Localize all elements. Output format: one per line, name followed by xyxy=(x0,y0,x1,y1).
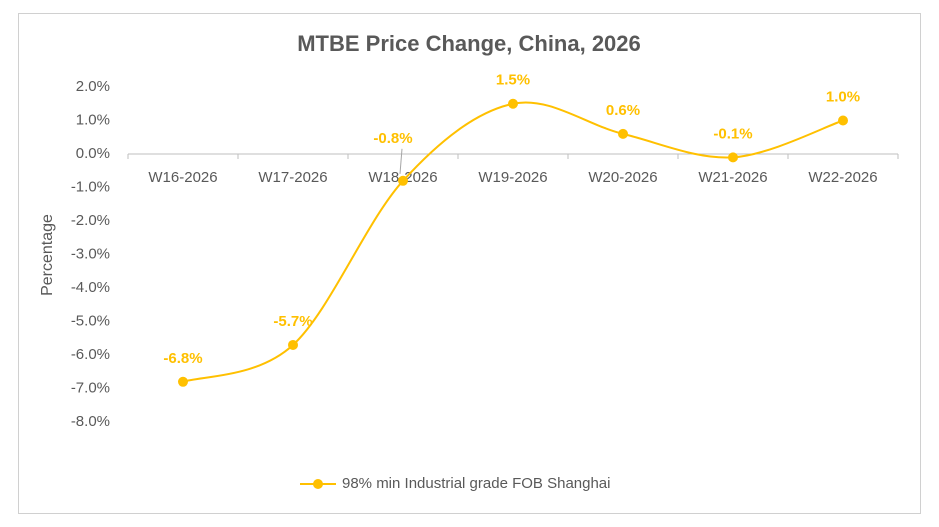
x-tick-label: W22-2026 xyxy=(808,169,877,186)
leader-line xyxy=(399,148,403,174)
data-label: 1.5% xyxy=(496,72,530,89)
chart-title: MTBE Price Change, China, 2026 xyxy=(297,31,641,56)
y-tick-label: -7.0% xyxy=(71,379,110,396)
data-point xyxy=(288,339,298,350)
legend-label: 98% min Industrial grade FOB Shanghai xyxy=(342,475,610,492)
x-tick-label: W21-2026 xyxy=(698,169,767,186)
y-tick-label: -1.0% xyxy=(71,178,110,195)
y-tick-label: 2.0% xyxy=(76,78,110,95)
x-tick-label: W16-2026 xyxy=(148,169,217,186)
data-point xyxy=(838,115,848,126)
x-tick-label: W20-2026 xyxy=(588,169,657,186)
data-point xyxy=(728,152,738,163)
data-point xyxy=(508,98,518,109)
x-tick-label: W17-2026 xyxy=(258,169,327,186)
data-point xyxy=(398,175,408,186)
data-label: -0.8% xyxy=(373,130,412,147)
y-tick-label: -2.0% xyxy=(71,212,110,229)
data-point xyxy=(618,128,628,139)
data-label: 0.6% xyxy=(606,102,640,119)
y-tick-label: -6.0% xyxy=(71,346,110,363)
data-label: -6.8% xyxy=(163,350,202,367)
y-tick-label: -8.0% xyxy=(71,413,110,430)
data-label: 1.0% xyxy=(826,88,860,105)
y-axis-label: Percentage xyxy=(39,214,56,296)
data-label: -0.1% xyxy=(713,125,752,142)
data-label: -5.7% xyxy=(273,313,312,330)
data-point xyxy=(178,376,188,387)
chart-border xyxy=(18,13,921,514)
legend-marker xyxy=(313,479,323,489)
y-tick-label: -3.0% xyxy=(71,245,110,262)
y-tick-label: 1.0% xyxy=(76,111,110,128)
y-tick-label: -5.0% xyxy=(71,312,110,329)
x-tick-label: W19-2026 xyxy=(478,169,547,186)
y-tick-label: -4.0% xyxy=(71,279,110,296)
y-tick-label: 0.0% xyxy=(76,145,110,162)
